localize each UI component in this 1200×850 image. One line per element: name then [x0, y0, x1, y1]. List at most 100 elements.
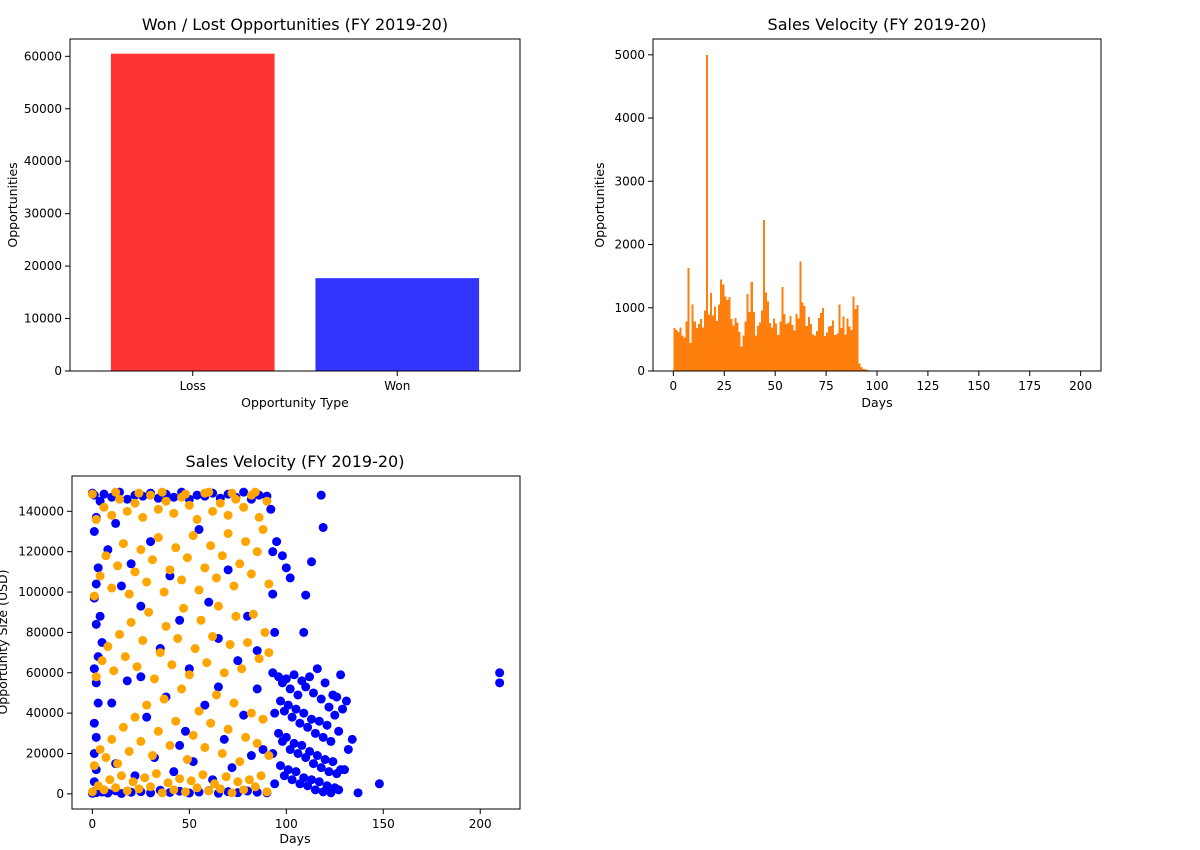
scatter-point-orange — [116, 771, 126, 781]
scatter-point-orange — [175, 774, 185, 784]
scatter-point-blue — [200, 700, 210, 710]
y-tick-label: 0 — [54, 364, 62, 378]
histogram-bar — [852, 296, 855, 371]
scatter-point-blue — [299, 773, 309, 783]
scatter-point-orange — [124, 589, 134, 599]
scatter-point-orange — [128, 777, 138, 787]
scatter-point-orange — [144, 607, 154, 617]
scatter-point-orange — [113, 759, 123, 769]
scatter-point-blue — [239, 487, 249, 497]
scatter-point-orange — [138, 635, 148, 645]
sales-velocity-scatter: Sales Velocity (FY 2019-20) 0 20000 40000 6… — [0, 452, 521, 846]
scatter-point-blue — [283, 700, 293, 710]
scatter-point-blue — [285, 684, 295, 694]
x-tick-label: Won — [384, 379, 410, 393]
scatter-point-blue — [239, 710, 249, 720]
scatter-point-blue — [270, 779, 280, 789]
scatter-point-orange — [146, 782, 156, 792]
scatter-point-blue — [89, 664, 99, 674]
y-ticks: 0 10000 20000 30000 40000 50000 60000 — [24, 49, 70, 378]
scatter-point-blue — [353, 788, 363, 798]
histogram-bar — [681, 335, 684, 371]
y-tick-label: 100000 — [18, 585, 64, 599]
scatter-point-blue — [293, 690, 303, 700]
histogram-bar — [856, 305, 859, 371]
scatter-point-orange — [126, 617, 136, 627]
scatter-point-orange — [157, 788, 167, 798]
histogram-bar — [736, 322, 739, 371]
histogram-bar — [710, 293, 713, 371]
x-tick-label: 50 — [768, 379, 783, 393]
scatter-point-blue — [270, 627, 280, 637]
scatter-point-orange — [99, 502, 109, 512]
scatter-point-blue — [233, 656, 243, 666]
y-tick-label: 20000 — [26, 747, 64, 761]
histogram-bar — [854, 309, 857, 371]
scatter-point-blue — [299, 627, 309, 637]
scatter-point-blue — [320, 755, 330, 765]
histogram-bar — [844, 334, 847, 371]
scatter-point-orange — [169, 785, 179, 795]
scatter-point-blue — [91, 619, 101, 629]
y-tick-label: 20000 — [24, 259, 62, 273]
x-tick-label: 200 — [1069, 379, 1092, 393]
scatter-point-blue — [287, 712, 297, 722]
scatter-point-blue — [289, 738, 299, 748]
x-tick-label: 100 — [866, 379, 889, 393]
scatter-point-blue — [175, 740, 185, 750]
histogram-bar — [714, 306, 717, 371]
scatter-point-orange — [190, 644, 200, 654]
scatter-point-orange — [223, 724, 233, 734]
scatter-point-blue — [126, 559, 136, 569]
scatter-point-blue — [91, 579, 101, 589]
scatter-point-blue — [223, 565, 233, 575]
y-tick-label: 60000 — [26, 666, 64, 680]
scatter-point-blue — [175, 615, 185, 625]
scatter-point-blue — [347, 734, 357, 744]
x-ticks: Loss Won — [180, 371, 410, 393]
x-tick-label: 150 — [967, 379, 990, 393]
scatter-point-orange — [204, 786, 214, 796]
scatter-point-orange — [246, 708, 256, 718]
histogram-bar — [730, 319, 733, 371]
scatter-point-blue — [291, 767, 301, 777]
scatter-point-blue — [281, 674, 291, 684]
histogram-bar — [691, 304, 694, 371]
scatter-point-blue — [107, 698, 117, 708]
histogram-bar — [797, 318, 800, 371]
histogram-bar — [748, 312, 751, 371]
histogram-bar — [773, 318, 776, 371]
scatter-point-blue — [312, 664, 322, 674]
scatter-point-orange — [225, 640, 235, 650]
scatter-point-orange — [140, 773, 150, 783]
scatter-point-blue — [305, 746, 315, 756]
scatter-point-blue — [301, 590, 311, 600]
scatter-point-blue — [180, 726, 190, 736]
bar-marks — [110, 53, 480, 372]
scatter-point-orange — [99, 785, 109, 795]
histogram-bar — [703, 310, 706, 371]
scatter-point-blue — [339, 765, 349, 775]
scatter-point-orange — [171, 543, 181, 553]
histogram-bar — [838, 304, 841, 371]
scatter-point-orange — [149, 674, 159, 684]
scatter-point-blue — [291, 704, 301, 714]
scatter-point-orange — [134, 784, 144, 794]
scatter-point-orange — [155, 648, 165, 658]
y-axis-label: Opportunity Size (USD) — [0, 569, 10, 714]
scatter-point-blue — [324, 767, 334, 777]
scatter-point-orange — [120, 652, 130, 662]
scatter-point-blue — [334, 785, 344, 795]
histogram-bar — [811, 334, 814, 371]
scatter-point-blue — [285, 573, 295, 583]
scatter-point-blue — [295, 718, 305, 728]
histogram-bar — [862, 369, 865, 371]
scatter-point-blue — [252, 684, 262, 694]
histogram-bar — [769, 322, 772, 371]
histogram-bar — [716, 321, 719, 371]
scatter-point-blue — [308, 688, 318, 698]
scatter-point-blue — [316, 763, 326, 773]
scatter-point-orange — [122, 786, 132, 796]
scatter-point-orange — [107, 734, 117, 744]
scatter-point-blue — [301, 682, 311, 692]
